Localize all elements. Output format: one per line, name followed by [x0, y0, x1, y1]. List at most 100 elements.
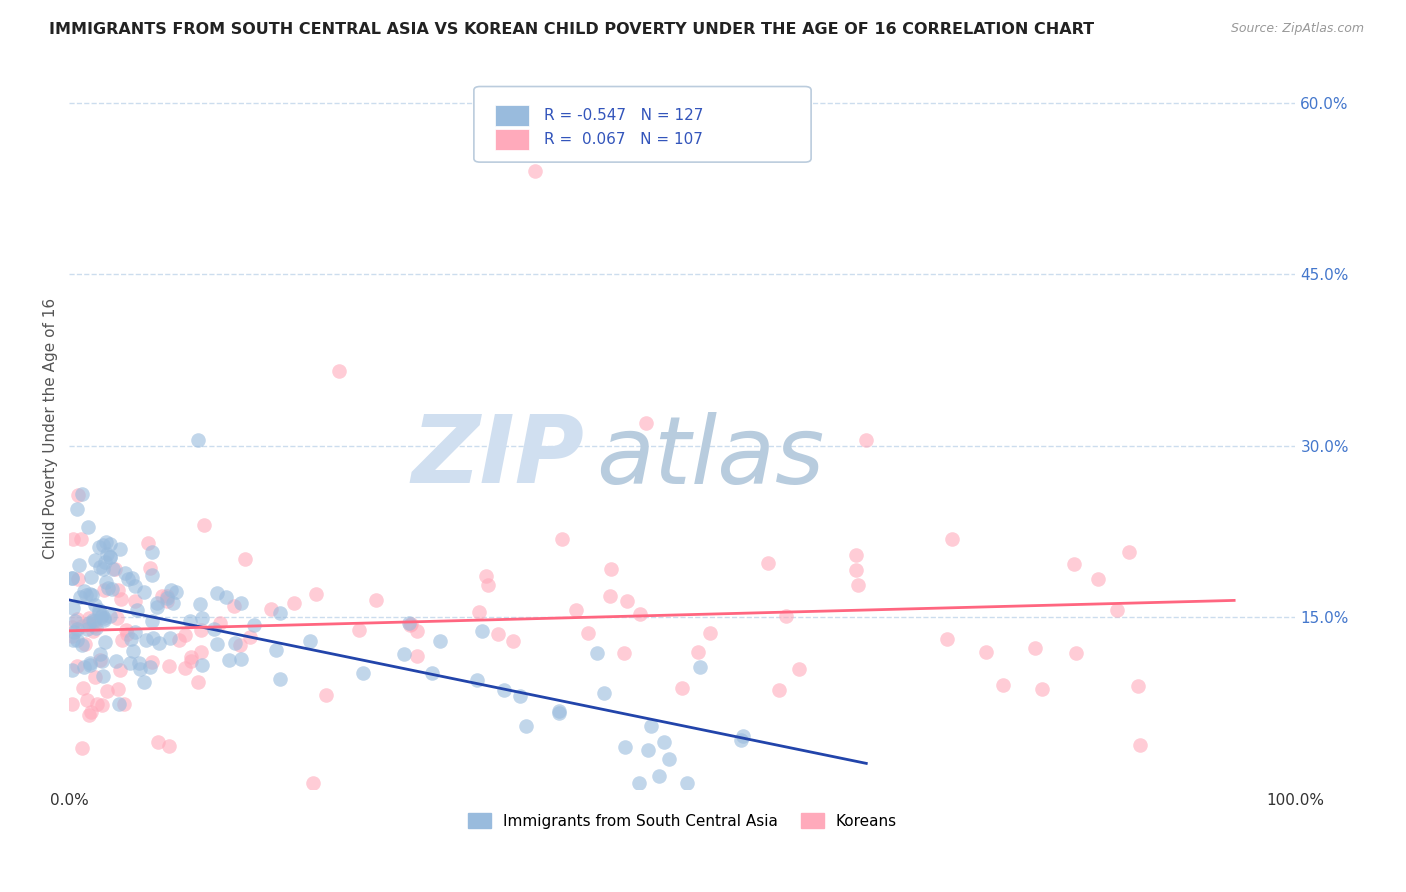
Point: [148, 636, 170, 650]
Point: [141, 545, 163, 559]
Point: [91, 562, 114, 576]
Point: [79, 657, 101, 672]
Point: [157, 659, 180, 673]
Point: [1129, 738, 1152, 752]
Point: [75, 637, 97, 651]
Point: [515, 719, 537, 733]
Point: [190, 623, 212, 637]
Point: [105, 610, 128, 624]
Point: [243, 618, 266, 632]
Point: [162, 596, 184, 610]
Point: [846, 578, 869, 592]
Point: [405, 648, 427, 663]
FancyBboxPatch shape: [495, 104, 529, 127]
Point: [91, 538, 114, 552]
Point: [576, 626, 599, 640]
Point: [301, 776, 323, 790]
Point: [77, 617, 100, 632]
Point: [156, 591, 179, 605]
Point: [347, 623, 370, 637]
Point: [79, 656, 101, 670]
Point: [844, 548, 866, 562]
Point: [89, 560, 111, 574]
Point: [124, 625, 146, 640]
Text: R =  0.067   N = 107: R = 0.067 N = 107: [544, 132, 703, 147]
Point: [157, 739, 180, 754]
Point: [120, 632, 142, 647]
Point: [420, 665, 443, 680]
Point: [229, 596, 252, 610]
Point: [401, 617, 423, 632]
Point: [299, 633, 322, 648]
Point: [66, 612, 89, 626]
Point: [229, 651, 252, 665]
Point: [117, 626, 139, 640]
Point: [114, 566, 136, 581]
Point: [62, 601, 84, 615]
Point: [66, 502, 89, 516]
Point: [83, 614, 105, 628]
Point: [72, 681, 94, 696]
Point: [730, 733, 752, 747]
Point: [756, 556, 779, 570]
Point: [110, 591, 132, 606]
Point: [502, 633, 524, 648]
Point: [84, 670, 107, 684]
Point: [156, 589, 179, 603]
Point: [93, 555, 115, 569]
Point: [187, 433, 209, 447]
Point: [1126, 679, 1149, 693]
Point: [90, 610, 112, 624]
Point: [352, 666, 374, 681]
Point: [66, 488, 89, 502]
Point: [229, 638, 252, 652]
Point: [87, 540, 110, 554]
Point: [179, 614, 201, 628]
Point: [160, 583, 183, 598]
Point: [60, 620, 83, 634]
Point: [1024, 641, 1046, 656]
Point: [652, 735, 675, 749]
Point: [218, 652, 240, 666]
Point: [79, 587, 101, 601]
Point: [112, 697, 135, 711]
Point: [84, 621, 107, 635]
Point: [1064, 646, 1087, 660]
Point: [548, 704, 571, 718]
Point: [405, 624, 427, 638]
Point: [98, 549, 121, 564]
Point: [76, 692, 98, 706]
Point: [138, 561, 160, 575]
Point: [156, 594, 179, 608]
Point: [94, 574, 117, 589]
Point: [83, 619, 105, 633]
Point: [640, 719, 662, 733]
Point: [77, 707, 100, 722]
Point: [105, 654, 128, 668]
Point: [429, 633, 451, 648]
Point: [1031, 681, 1053, 696]
Point: [315, 688, 337, 702]
Point: [91, 669, 114, 683]
Point: [127, 603, 149, 617]
Point: [121, 571, 143, 585]
Point: [90, 698, 112, 712]
Point: [775, 608, 797, 623]
Point: [215, 590, 238, 604]
Point: [91, 654, 114, 668]
Point: [142, 632, 165, 646]
Point: [658, 752, 681, 766]
Point: [1118, 545, 1140, 559]
Point: [146, 735, 169, 749]
Point: [676, 776, 699, 790]
Point: [616, 594, 638, 608]
Point: [104, 562, 127, 576]
Point: [70, 532, 93, 546]
Point: [62, 633, 84, 648]
Point: [77, 520, 100, 534]
Point: [551, 532, 574, 546]
Point: [60, 629, 83, 643]
Point: [111, 632, 134, 647]
Point: [187, 675, 209, 690]
Point: [180, 649, 202, 664]
